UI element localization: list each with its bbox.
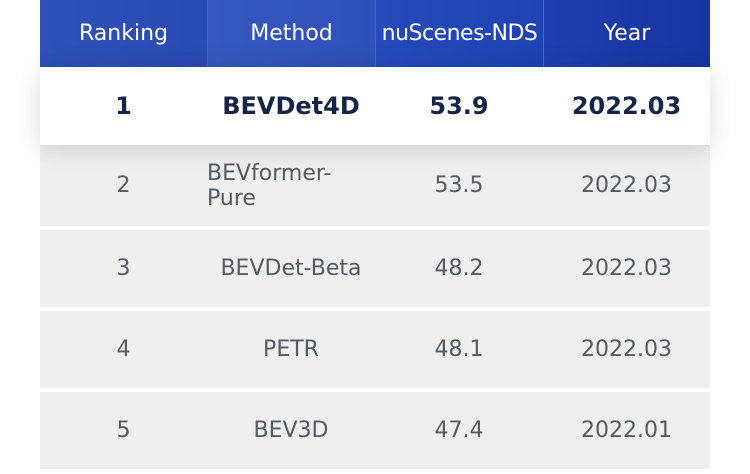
ranking-cell: 2 <box>116 173 131 198</box>
year-cell: 2022.03 <box>581 173 672 198</box>
table-row-top: 1 BEVDet4D 53.9 2022.03 <box>40 67 710 145</box>
nds-cell: 48.2 <box>434 256 484 281</box>
nds-cell: 53.5 <box>434 173 484 198</box>
table-row: 5 BEV3D 47.4 2022.01 <box>40 392 710 469</box>
year-cell: 2022.03 <box>581 337 672 362</box>
method-cell: PETR <box>263 337 319 362</box>
header-method: Method <box>207 0 375 67</box>
ranking-cell: 4 <box>116 337 131 362</box>
year-cell: 2022.03 <box>571 92 682 120</box>
nds-cell: 47.4 <box>434 418 484 443</box>
header-nds: nuScenes-NDS <box>375 0 543 67</box>
ranking-cell: 1 <box>115 92 132 120</box>
table-row: 4 PETR 48.1 2022.03 <box>40 311 710 388</box>
method-cell: BEV3D <box>253 418 329 443</box>
header-ranking: Ranking <box>40 0 207 67</box>
leaderboard-table: Ranking Method nuScenes-NDS Year 1 BEVDe… <box>40 0 710 469</box>
method-cell: BEVDet-Beta <box>220 256 362 281</box>
header-year: Year <box>543 0 710 67</box>
method-cell: BEVDet4D <box>222 92 360 120</box>
method-cell: BEVformer-Pure <box>207 160 332 211</box>
ranking-cell: 5 <box>116 418 131 443</box>
year-cell: 2022.03 <box>581 256 672 281</box>
table-row: 2 BEVformer-Pure 53.5 2022.03 <box>40 145 710 226</box>
year-cell: 2022.01 <box>581 418 672 443</box>
nds-cell: 53.9 <box>429 92 489 120</box>
ranking-cell: 3 <box>116 256 131 281</box>
nds-cell: 48.1 <box>434 337 484 362</box>
table-header: Ranking Method nuScenes-NDS Year <box>40 0 710 67</box>
table-row: 3 BEVDet-Beta 48.2 2022.03 <box>40 230 710 307</box>
